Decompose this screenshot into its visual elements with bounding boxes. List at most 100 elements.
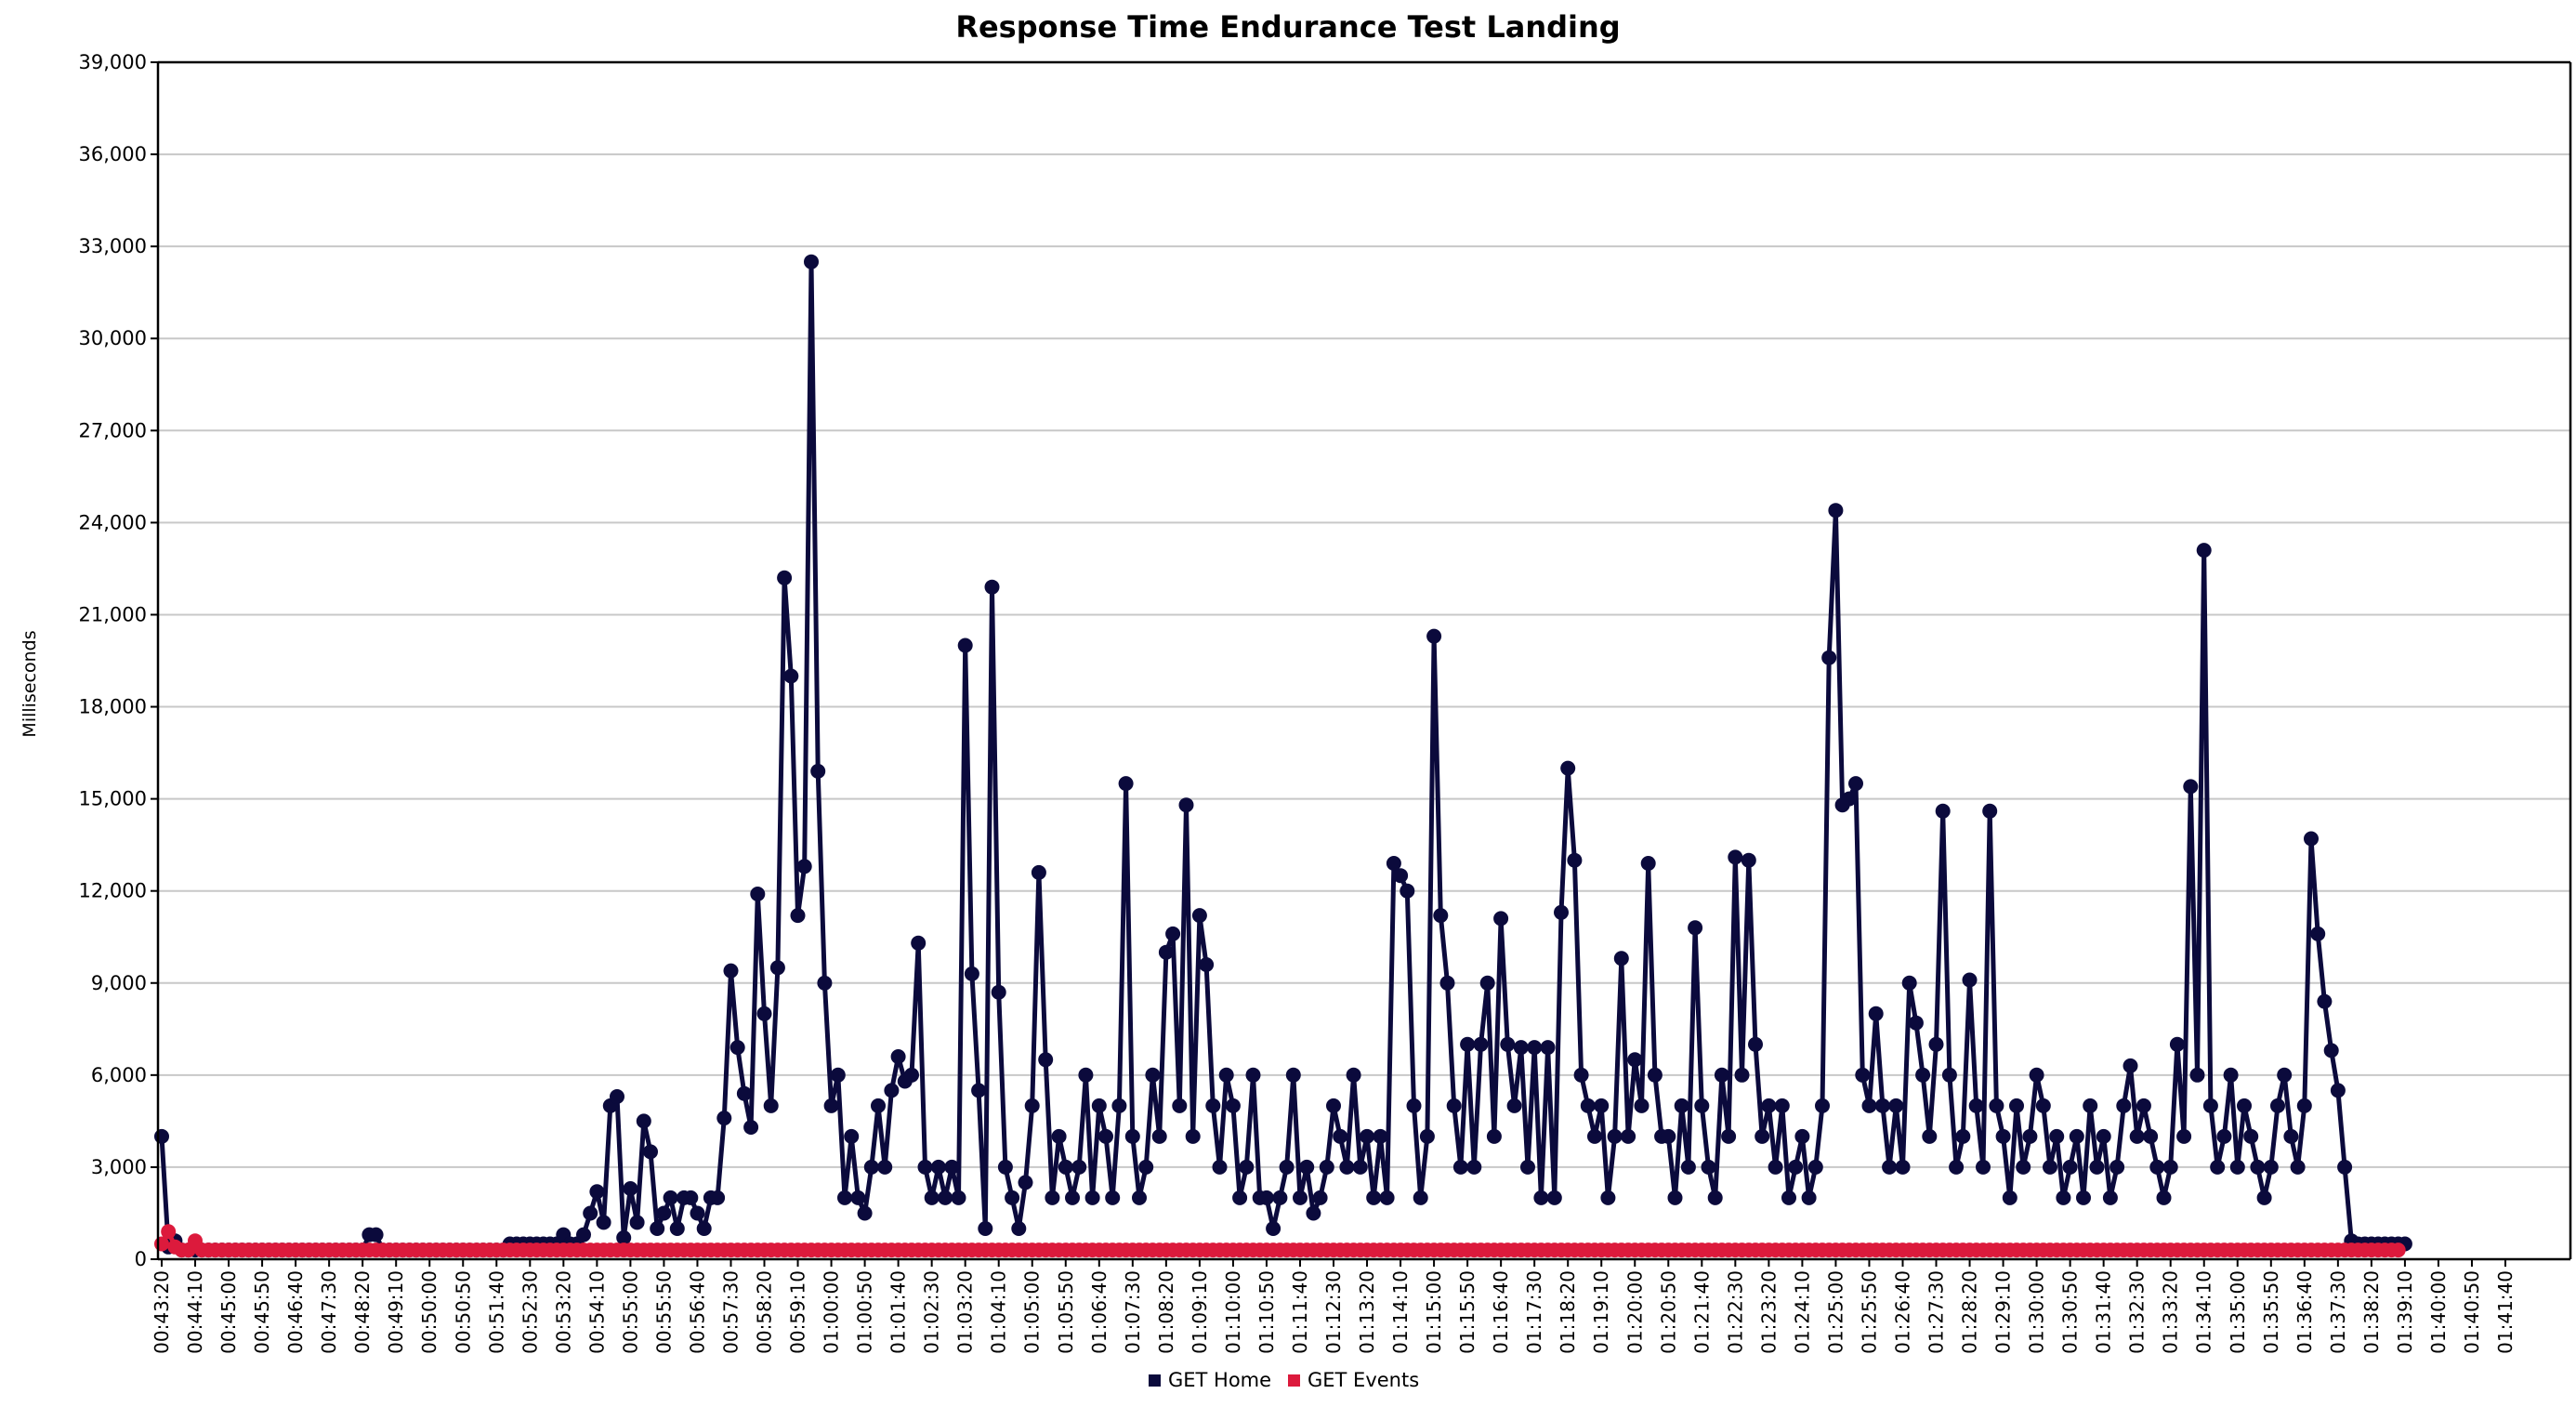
y-tick-label: 21,000 [79,603,147,625]
data-point [669,1221,685,1236]
x-tick-label: 00:58:20 [754,1270,776,1354]
x-tick-label: 01:30:50 [2059,1270,2082,1354]
y-tick-label: 27,000 [79,419,147,441]
y-tick-label: 6,000 [91,1064,147,1086]
data-point [2283,1128,2299,1144]
x-tick-label: 01:39:10 [2394,1270,2416,1354]
data-point [1667,1190,1683,1205]
data-point [1513,1040,1529,1056]
data-point [1386,856,1401,871]
data-point [1132,1190,1147,1205]
data-point [1426,628,1442,644]
data-point [1279,1159,1295,1175]
data-point [2076,1190,2091,1205]
data-point [1888,1098,1904,1113]
data-point [663,1190,678,1205]
data-point [1413,1190,1428,1205]
x-tick-label: 00:43:20 [151,1270,173,1354]
data-point [1600,1190,1616,1205]
x-tick-label: 01:22:30 [1724,1270,1746,1354]
data-point [938,1190,953,1205]
data-point [1419,1128,1435,1144]
x-tick-label: 01:06:40 [1088,1270,1111,1354]
data-point [736,1085,752,1101]
data-point [2109,1159,2125,1175]
x-tick-label: 01:15:50 [1456,1270,1479,1354]
data-point [1312,1190,1328,1205]
x-tick-label: 00:45:00 [217,1270,240,1354]
data-point [971,1083,987,1098]
data-point [1701,1159,1716,1175]
data-point [1439,975,1455,991]
legend: GET Home GET Events [1149,1369,1419,1391]
data-point [1995,1128,2011,1144]
x-tick-label: 01:10:50 [1255,1270,1278,1354]
data-point [1755,1128,1770,1144]
data-point [1661,1128,1676,1144]
x-tick-label: 01:10:00 [1222,1270,1244,1354]
data-point [917,1159,933,1175]
x-tick-label: 01:00:00 [821,1270,843,1354]
x-tick-label: 00:44:10 [184,1270,206,1354]
data-point [837,1190,852,1205]
data-point [1339,1159,1355,1175]
data-point [2290,1159,2306,1175]
data-point [1807,1159,1823,1175]
y-tick-label: 3,000 [91,1156,147,1178]
x-tick-label: 00:49:10 [385,1270,407,1354]
data-point [616,1229,632,1245]
x-tick-label: 01:38:20 [2360,1270,2383,1354]
x-tick-label: 00:55:00 [619,1270,641,1354]
data-point [716,1111,732,1126]
data-point [656,1205,672,1221]
data-point [1567,852,1583,868]
y-tick-label: 30,000 [79,327,147,349]
x-tick-label: 01:27:30 [1925,1270,1948,1354]
x-tick-label: 01:37:30 [2327,1270,2349,1354]
series-get-events [154,1224,2406,1258]
data-point [2043,1159,2057,1175]
data-point [1078,1067,1094,1083]
data-point [1573,1067,1589,1083]
data-point [2323,1043,2339,1058]
x-tick-label: 00:52:30 [519,1270,541,1354]
x-tick-label: 01:03:20 [954,1270,977,1354]
data-point [1306,1205,1321,1221]
data-point [1460,1036,1476,1052]
data-point [1828,503,1844,519]
x-tick-label: 01:36:40 [2293,1270,2316,1354]
data-point [1680,1159,1696,1175]
x-tick-label: 01:13:20 [1356,1270,1378,1354]
data-point [683,1190,699,1205]
data-point [1815,1098,1830,1113]
x-tick-label: 01:19:10 [1590,1270,1612,1354]
y-tick-label: 36,000 [79,143,147,165]
x-tick-label: 01:05:50 [1055,1270,1077,1354]
x-tick-label: 01:16:40 [1490,1270,1512,1354]
data-point [623,1181,638,1196]
data-point [1874,1098,1890,1113]
x-tick-label: 00:53:20 [552,1270,574,1354]
x-tick-label: 01:41:40 [2494,1270,2517,1354]
x-tick-label: 01:25:50 [1858,1270,1880,1354]
data-point [1225,1098,1241,1113]
x-tick-label: 00:45:50 [251,1270,273,1354]
x-tick-label: 01:14:10 [1389,1270,1412,1354]
x-tick-label: 01:34:10 [2193,1270,2215,1354]
data-point [1326,1098,1341,1113]
data-point [1031,864,1046,880]
data-point [978,1221,993,1236]
data-point [1065,1190,1080,1205]
data-point [2277,1067,2293,1083]
data-point [1560,760,1576,776]
data-point [857,1205,873,1221]
data-point [1151,1128,1167,1144]
data-point [1962,972,1978,988]
data-point [2083,1098,2098,1113]
data-point [643,1144,658,1160]
data-point [1178,797,1194,813]
data-point [1191,908,1207,924]
data-point [2250,1159,2266,1175]
data-point [1613,951,1629,966]
data-point [1185,1128,1201,1144]
